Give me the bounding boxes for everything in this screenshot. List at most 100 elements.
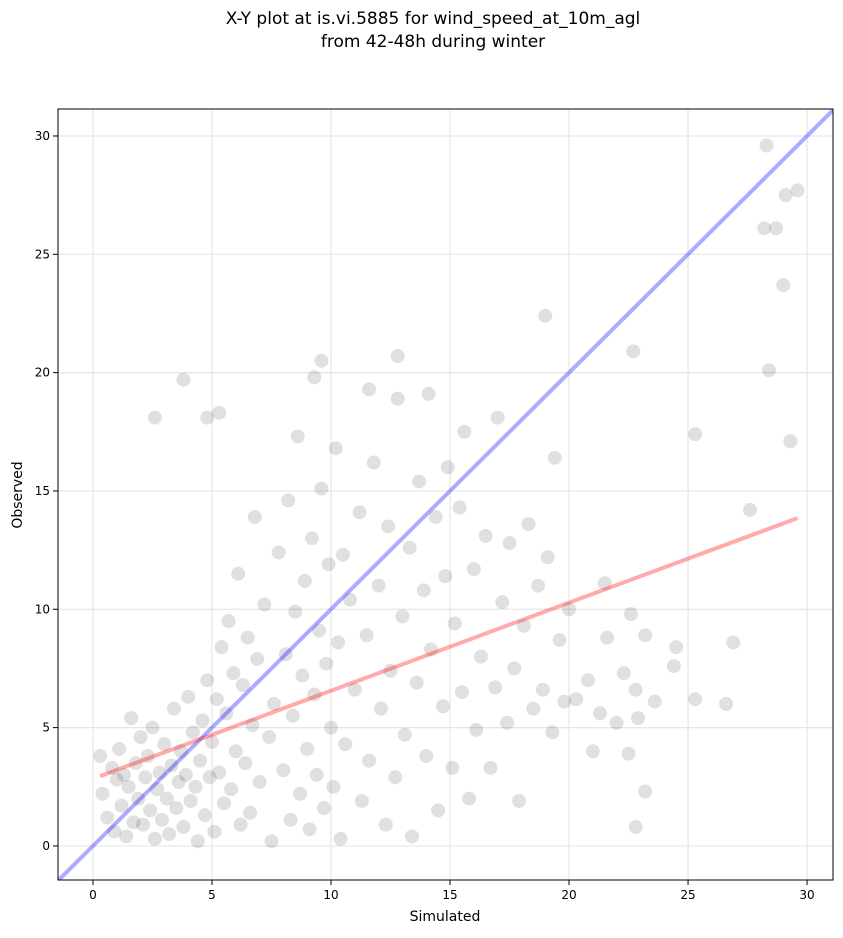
point xyxy=(623,607,638,622)
point xyxy=(319,656,334,671)
point xyxy=(309,767,324,782)
point xyxy=(631,711,646,726)
point xyxy=(290,429,305,444)
point xyxy=(371,578,386,593)
point xyxy=(592,706,607,721)
point xyxy=(250,651,265,666)
point xyxy=(171,775,186,790)
point xyxy=(776,278,791,293)
point xyxy=(462,791,477,806)
point xyxy=(483,760,498,775)
point xyxy=(205,734,220,749)
point xyxy=(438,569,453,584)
point xyxy=(759,138,774,153)
point xyxy=(176,819,191,834)
point xyxy=(233,817,248,832)
point xyxy=(373,701,388,716)
point xyxy=(538,308,553,323)
point xyxy=(150,782,165,797)
point xyxy=(307,370,322,385)
point xyxy=(278,647,293,662)
point xyxy=(688,692,703,707)
point xyxy=(147,410,162,425)
x-tick-label: 25 xyxy=(680,888,695,902)
point xyxy=(314,353,329,368)
point xyxy=(521,517,536,532)
point xyxy=(431,803,446,818)
point xyxy=(119,829,134,844)
point xyxy=(145,720,160,735)
point xyxy=(473,649,488,664)
point xyxy=(297,573,312,588)
point xyxy=(452,500,467,515)
point xyxy=(188,779,203,794)
point xyxy=(552,633,567,648)
point xyxy=(100,810,115,825)
point xyxy=(362,753,377,768)
point xyxy=(212,765,227,780)
point xyxy=(688,427,703,442)
point xyxy=(354,793,369,808)
point xyxy=(240,630,255,645)
point xyxy=(93,748,108,763)
point xyxy=(307,687,322,702)
point xyxy=(262,730,277,745)
point xyxy=(333,831,348,846)
point xyxy=(326,779,341,794)
point xyxy=(176,372,191,387)
point xyxy=(224,782,239,797)
point xyxy=(140,748,155,763)
point xyxy=(338,737,353,752)
point xyxy=(359,628,374,643)
point xyxy=(621,746,636,761)
fit-line xyxy=(58,109,833,880)
chart-title: X-Y plot at is.vi.5885 for wind_speed_at… xyxy=(226,9,641,29)
point xyxy=(423,642,438,657)
point xyxy=(409,675,424,690)
y-axis-label: Observed xyxy=(10,461,26,528)
point xyxy=(197,808,212,823)
point xyxy=(221,614,236,629)
y-tick-label: 25 xyxy=(35,247,50,261)
point xyxy=(202,770,217,785)
point xyxy=(143,803,158,818)
point xyxy=(466,562,481,577)
point xyxy=(535,682,550,697)
point xyxy=(335,547,350,562)
point xyxy=(112,741,127,756)
point xyxy=(133,730,148,745)
point xyxy=(362,382,377,397)
point xyxy=(276,763,291,778)
point xyxy=(435,699,450,714)
point xyxy=(295,668,310,683)
point xyxy=(200,410,215,425)
point xyxy=(404,829,419,844)
point xyxy=(121,779,136,794)
point xyxy=(190,834,205,849)
point xyxy=(421,386,436,401)
point xyxy=(200,673,215,688)
point xyxy=(135,817,150,832)
point xyxy=(347,682,362,697)
point xyxy=(152,765,167,780)
point xyxy=(226,666,241,681)
point xyxy=(302,822,317,837)
point xyxy=(169,801,184,816)
point xyxy=(162,827,177,842)
point xyxy=(638,784,653,799)
point xyxy=(769,221,784,236)
point xyxy=(783,434,798,449)
point xyxy=(628,819,643,834)
point xyxy=(316,801,331,816)
point xyxy=(209,692,224,707)
point xyxy=(719,696,734,711)
point xyxy=(131,791,146,806)
point xyxy=(271,545,286,560)
x-tick-label: 5 xyxy=(208,888,216,902)
point xyxy=(300,741,315,756)
point xyxy=(562,602,577,617)
point xyxy=(212,405,227,420)
point xyxy=(252,775,267,790)
x-tick-label: 15 xyxy=(442,888,457,902)
y-tick-label: 10 xyxy=(35,602,50,616)
